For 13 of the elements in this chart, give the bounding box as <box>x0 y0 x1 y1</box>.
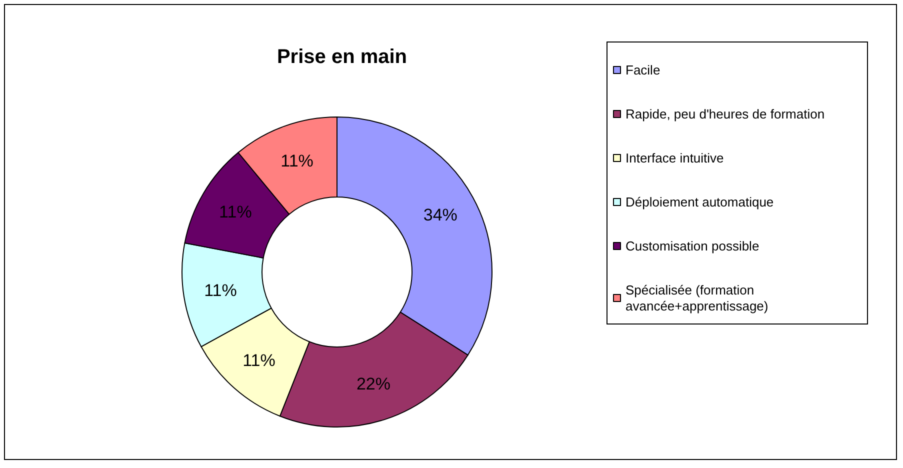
data-label: 11% <box>204 280 237 300</box>
legend-label: Interface intuitive <box>626 150 724 166</box>
chart-title: Prise en main <box>276 46 408 68</box>
data-label: 11% <box>219 202 252 222</box>
data-label: 34% <box>423 206 458 225</box>
legend-label: Déploiement automatique <box>626 194 774 210</box>
data-label: 11% <box>242 351 276 370</box>
data-label: 11% <box>280 151 314 170</box>
legend-label: Spécialisée (formation avancée+apprentissage) <box>626 282 768 314</box>
legend-label: Facile <box>626 62 660 78</box>
legend-label: Customisation possible <box>626 238 760 254</box>
data-label: 22% <box>356 374 390 394</box>
legend-label: Rapide, peu d'heures de formation <box>626 106 825 122</box>
